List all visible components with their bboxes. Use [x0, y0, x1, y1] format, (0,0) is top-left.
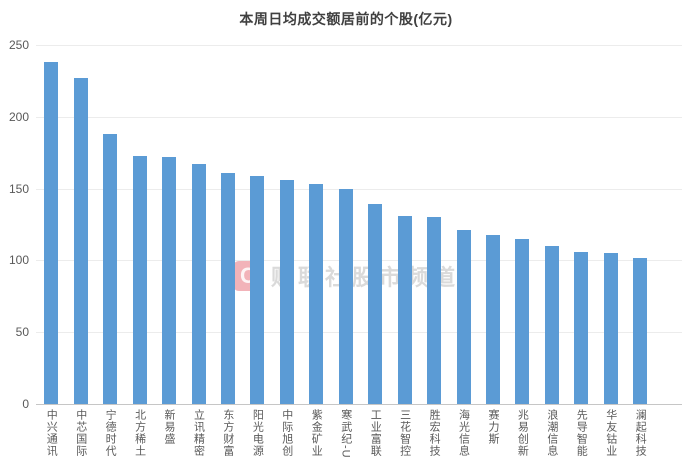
- x-axis-label: 三花智控: [398, 409, 411, 457]
- bar: [574, 251, 589, 404]
- bar: [603, 253, 618, 404]
- x-axis-label: 兆易创新: [516, 409, 529, 457]
- x-axis-label: 浪潮信息: [545, 409, 558, 457]
- x-axis-label: 中兴通讯: [45, 409, 58, 457]
- x-axis-label: 宁德时代: [104, 409, 117, 457]
- bar: [338, 188, 353, 404]
- x-axis-label: 新易盛: [163, 409, 175, 445]
- x-axis-label: 海光信息: [457, 409, 470, 457]
- y-tick-label: 50: [15, 325, 29, 340]
- bar: [633, 257, 648, 404]
- bar: [220, 172, 235, 404]
- x-axis-label: 中芯国际: [74, 409, 87, 457]
- x-axis-label: 胜宏科技: [428, 409, 441, 457]
- y-tick-label: 200: [8, 109, 29, 124]
- x-axis-label: 立讯精密: [192, 409, 205, 457]
- gridline: [36, 332, 682, 334]
- x-axis-label: 北方稀土: [133, 409, 146, 457]
- x-axis-label: 赛力斯: [487, 409, 499, 445]
- x-axis-label: 寒武纪-U: [339, 409, 352, 459]
- bar: [250, 175, 265, 404]
- bar: [544, 246, 559, 404]
- gridline: [36, 45, 682, 46]
- bar: [162, 157, 176, 404]
- gridline: [36, 116, 682, 118]
- bar: [73, 78, 88, 404]
- x-axis-label: 先导智能: [575, 409, 588, 457]
- bar: [279, 180, 294, 404]
- bar: [309, 184, 324, 404]
- x-axis-label: 阳光电源: [251, 409, 264, 457]
- bar: [191, 164, 206, 404]
- bar: [397, 215, 412, 404]
- x-axis-label: 东方财富: [221, 409, 234, 457]
- watermark-text: 财联社股市频道: [271, 264, 461, 290]
- y-tick-label: 100: [8, 253, 29, 268]
- y-tick-label: 150: [8, 181, 29, 196]
- x-axis-label: 紫金矿业: [310, 409, 323, 457]
- x-axis-line: [36, 404, 682, 405]
- y-tick-label: 0: [22, 397, 29, 411]
- x-axis-label: 华友钴业: [604, 409, 617, 457]
- bar: [368, 204, 383, 404]
- bar: [132, 155, 147, 404]
- x-axis-label: 澜起科技: [634, 409, 647, 457]
- bar: [103, 134, 118, 404]
- x-axis-label: 工业富联: [369, 409, 382, 457]
- bar: [44, 62, 59, 404]
- x-axis-label: 中际旭创: [280, 409, 293, 457]
- bar: [515, 238, 530, 404]
- y-tick-label: 250: [8, 38, 29, 52]
- chart-title: 本周日均成交额居前的个股(亿元): [239, 11, 453, 27]
- gridline: [36, 260, 682, 262]
- bar: [427, 217, 442, 404]
- bar: [486, 234, 500, 404]
- watermark: C 财联社股市频道: [233, 259, 460, 292]
- gridline: [36, 188, 682, 190]
- bar: [456, 230, 471, 404]
